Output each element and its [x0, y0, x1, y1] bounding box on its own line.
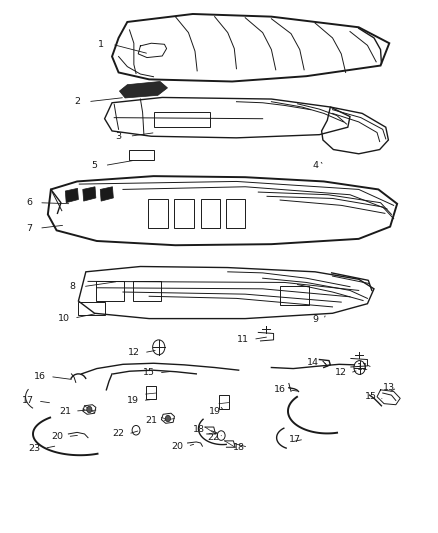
Text: 11: 11	[237, 335, 249, 344]
Bar	[130, 150, 153, 160]
Bar	[133, 281, 161, 301]
Polygon shape	[65, 188, 78, 203]
Bar	[96, 281, 124, 301]
Text: 14: 14	[307, 358, 319, 367]
Bar	[153, 112, 210, 127]
Text: 23: 23	[28, 444, 41, 453]
Circle shape	[87, 406, 92, 413]
Text: 13: 13	[383, 383, 396, 392]
Bar	[201, 199, 220, 228]
Text: 4: 4	[312, 161, 318, 170]
Circle shape	[165, 415, 170, 422]
Text: 20: 20	[51, 432, 64, 441]
Text: 22: 22	[208, 433, 220, 442]
Text: 21: 21	[145, 416, 157, 425]
Bar	[148, 199, 168, 228]
Text: 18: 18	[233, 443, 245, 452]
Text: 19: 19	[208, 407, 221, 416]
Text: 12: 12	[128, 348, 140, 357]
Text: 16: 16	[34, 372, 46, 381]
Text: 20: 20	[172, 442, 184, 451]
Text: 11: 11	[357, 363, 369, 372]
Polygon shape	[83, 187, 96, 201]
Polygon shape	[100, 187, 113, 201]
Polygon shape	[120, 82, 167, 98]
Text: 8: 8	[70, 282, 76, 291]
Bar	[219, 395, 229, 409]
Bar	[174, 199, 194, 228]
Text: 18: 18	[193, 425, 205, 434]
Text: 22: 22	[113, 430, 124, 439]
Text: 21: 21	[59, 407, 71, 416]
Text: 12: 12	[335, 368, 347, 377]
Text: 9: 9	[312, 315, 318, 324]
Text: 10: 10	[58, 313, 70, 322]
Text: 1: 1	[98, 40, 104, 49]
Text: 15: 15	[143, 368, 155, 377]
Text: 2: 2	[74, 97, 80, 106]
Text: 15: 15	[365, 392, 377, 401]
Bar	[280, 286, 308, 305]
Text: 7: 7	[26, 224, 32, 233]
Text: 17: 17	[22, 397, 34, 406]
Text: 3: 3	[116, 132, 122, 141]
Text: 5: 5	[92, 161, 98, 170]
Bar	[226, 199, 245, 228]
Bar	[146, 385, 156, 399]
Text: 17: 17	[289, 435, 300, 444]
Text: 16: 16	[274, 385, 286, 394]
Text: 19: 19	[127, 396, 138, 405]
Bar	[78, 302, 106, 316]
Text: 6: 6	[26, 198, 32, 207]
